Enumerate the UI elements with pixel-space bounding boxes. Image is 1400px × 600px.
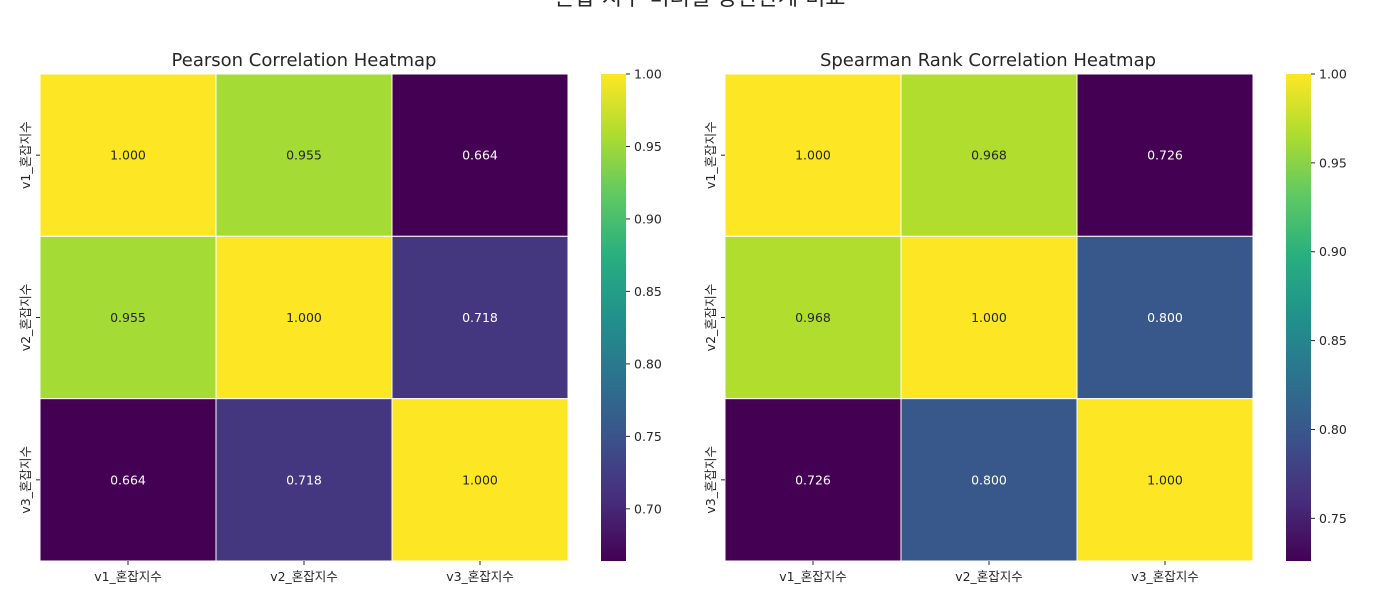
spearman-heatmap-title: Spearman Rank Correlation Heatmap <box>820 50 1156 71</box>
spearman-y-label-2: v2_혼잡지수 <box>703 284 718 352</box>
spearman-cell-label-r3-c1: 0.726 <box>795 472 831 487</box>
spearman-cell-label-r2-c2: 1.000 <box>971 310 1007 325</box>
pearson-colorbar-tick-label-4: 0.85 <box>634 284 662 299</box>
spearman-cell-label-r1-c1: 1.000 <box>795 148 831 163</box>
pearson-heatmap-panel: Pearson Correlation Heatmap 1.000 0.955 0.… <box>18 50 662 584</box>
spearman-colorbar-tick-label-3: 0.85 <box>1319 333 1347 348</box>
spearman-colorbar: 0.75 0.80 0.85 0.90 0.95 1.00 <box>1286 67 1347 561</box>
spearman-cell-r2-c3 <box>1076 235 1254 400</box>
spearman-colorbar-tick-label-5: 0.95 <box>1319 155 1347 170</box>
pearson-colorbar-tick-label-7: 1.00 <box>634 67 662 82</box>
pearson-cell-label-r2-c3: 0.718 <box>462 310 498 325</box>
pearson-cell-label-r2-c1: 0.955 <box>110 310 146 325</box>
spearman-colorbar-tick-label-1: 0.75 <box>1319 511 1347 526</box>
spearman-heatmap-cells: 1.000 0.968 0.726 0.968 1.000 0.800 0.726 0.800… <box>724 73 1254 562</box>
pearson-cell-label-r3-c1: 0.664 <box>110 472 146 487</box>
spearman-cell-r2-c1 <box>724 235 902 400</box>
pearson-cell-label-r2-c2: 1.000 <box>286 310 322 325</box>
spearman-colorbar-gradient <box>1286 74 1311 561</box>
pearson-y-label-1: v1_혼잡지수 <box>18 121 33 189</box>
spearman-colorbar-tick-label-6: 1.00 <box>1319 67 1347 82</box>
spearman-x-label-1: v1_혼잡지수 <box>779 569 847 584</box>
pearson-x-label-3: v3_혼잡지수 <box>446 569 514 584</box>
pearson-cell-label-r3-c2: 0.718 <box>286 472 322 487</box>
pearson-cell-label-r1-c1: 1.000 <box>110 148 146 163</box>
pearson-colorbar-gradient <box>601 74 626 561</box>
pearson-y-label-3: v3_혼잡지수 <box>18 446 33 514</box>
spearman-cell-r3-c2 <box>900 398 1078 562</box>
pearson-colorbar-tick-label-5: 0.90 <box>634 211 662 226</box>
pearson-colorbar-tick-label-2: 0.75 <box>634 429 662 444</box>
spearman-cell-label-r1-c2: 0.968 <box>971 148 1007 163</box>
spearman-y-label-3: v3_혼잡지수 <box>703 446 718 514</box>
spearman-y-axis-labels: v1_혼잡지수 v2_혼잡지수 v3_혼잡지수 <box>703 121 725 514</box>
pearson-y-label-2: v2_혼잡지수 <box>18 284 33 352</box>
spearman-cell-label-r3-c3: 1.000 <box>1147 472 1183 487</box>
pearson-cell-r1-c3 <box>391 73 569 237</box>
spearman-cell-label-r1-c3: 0.726 <box>1147 148 1183 163</box>
pearson-colorbar-tick-label-6: 0.95 <box>634 139 662 154</box>
pearson-x-label-2: v2_혼잡지수 <box>270 569 338 584</box>
pearson-cell-label-r3-c3: 1.000 <box>462 472 498 487</box>
spearman-x-label-2: v2_혼잡지수 <box>955 569 1023 584</box>
spearman-cell-label-r2-c1: 0.968 <box>795 310 831 325</box>
spearman-cell-label-r2-c3: 0.800 <box>1147 310 1183 325</box>
spearman-y-label-1: v1_혼잡지수 <box>703 121 718 189</box>
spearman-cell-r2-c2 <box>900 235 1078 400</box>
spearman-cell-label-r3-c2: 0.800 <box>971 472 1007 487</box>
pearson-heatmap-title: Pearson Correlation Heatmap <box>172 50 437 71</box>
pearson-colorbar-tick-label-1: 0.70 <box>634 501 662 516</box>
spearman-cell-r1-c1 <box>724 73 902 237</box>
spearman-heatmap-panel: Spearman Rank Correlation Heatmap 1.000 0… <box>703 50 1347 584</box>
spearman-colorbar-tick-label-4: 0.90 <box>1319 244 1347 259</box>
pearson-cell-label-r1-c2: 0.955 <box>286 148 322 163</box>
pearson-colorbar: 0.70 0.75 0.80 0.85 0.90 0.95 1.00 <box>601 67 662 561</box>
pearson-cell-r1-c1 <box>39 73 217 237</box>
pearson-cell-r2-c1 <box>39 235 217 400</box>
pearson-y-axis-labels: v1_혼잡지수 v2_혼잡지수 v3_혼잡지수 <box>18 121 40 514</box>
spearman-x-label-3: v3_혼잡지수 <box>1131 569 1199 584</box>
pearson-cell-label-r1-c3: 0.664 <box>462 148 498 163</box>
pearson-colorbar-tick-label-3: 0.80 <box>634 356 662 371</box>
spearman-cell-r1-c3 <box>1076 73 1254 237</box>
pearson-cell-r1-c2 <box>215 73 393 237</box>
figure-title: 혼잡 지수 미터별 상관관계 비교 <box>0 0 1400 12</box>
pearson-heatmap-cells: 1.000 0.955 0.664 0.955 1.000 0.718 0.664 0.718… <box>39 73 569 562</box>
pearson-x-axis-labels: v1_혼잡지수 v2_혼잡지수 v3_혼잡지수 <box>94 561 514 584</box>
spearman-cell-r3-c3 <box>1076 398 1254 562</box>
spearman-cell-r3-c1 <box>724 398 902 562</box>
pearson-x-label-1: v1_혼잡지수 <box>94 569 162 584</box>
pearson-cell-r3-c3 <box>391 398 569 562</box>
pearson-cell-r3-c2 <box>215 398 393 562</box>
spearman-colorbar-tick-label-2: 0.80 <box>1319 422 1347 437</box>
spearman-x-axis-labels: v1_혼잡지수 v2_혼잡지수 v3_혼잡지수 <box>779 561 1199 584</box>
